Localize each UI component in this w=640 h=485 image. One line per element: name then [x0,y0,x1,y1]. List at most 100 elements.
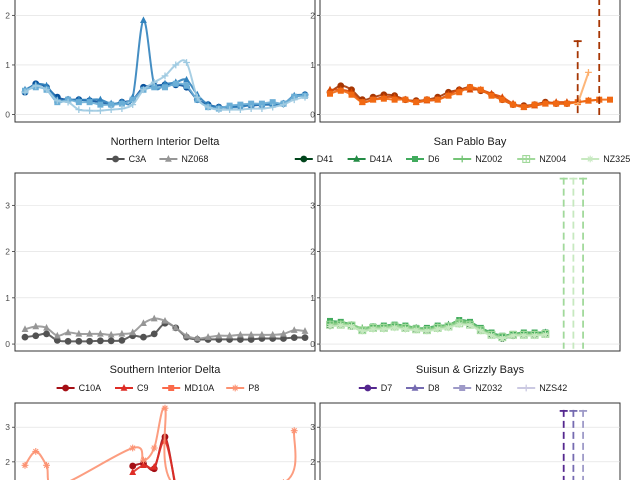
y-tick-label: 2 [310,457,315,467]
chart-panel: 0 1 2 3 San Pablo Bay D41 D41A D6 NZ002 NZ004 NZ32… [294,136,630,352]
data-point [161,404,169,412]
data-point [129,96,136,103]
legend: C3A NZ068 [106,154,208,164]
y-tick-label: 1 [5,293,10,303]
data-point [129,468,137,475]
data-point [337,87,344,94]
data-point [370,96,377,103]
legend-label: NZS42 [539,383,567,393]
legend-swatch-marker [364,384,372,392]
data-point [140,16,147,24]
data-point [520,332,528,340]
data-point [445,324,452,332]
data-point [43,330,50,338]
data-point [434,96,441,103]
data-point [585,97,592,104]
data-point [151,84,158,91]
data-point [161,72,169,80]
data-point [64,337,72,345]
panel-title: Southern Interior Delta [110,364,222,376]
y-tick-label: 1 [310,60,315,70]
data-point [359,99,366,106]
data-point [380,95,387,102]
legend-swatch-marker [300,155,308,163]
y-tick-label: 0 [310,339,315,349]
legend-label: NZ032 [475,383,502,393]
data-point [301,327,309,334]
data-point [327,90,333,97]
legend-label: D7 [381,383,393,393]
legend-swatch-marker [165,155,172,162]
data-point [129,101,137,109]
data-point [43,323,50,331]
data-point [107,106,115,113]
data-point [301,334,309,341]
data-point [226,102,233,109]
legend-swatch-marker [411,384,419,391]
data-point [248,100,255,107]
legend-label: NZ004 [539,154,566,164]
data-point [75,329,83,337]
data-point [498,335,506,342]
data-point [193,334,201,342]
panel-plot-area [21,314,309,345]
data-point [301,93,309,101]
data-point [509,332,517,340]
data-point [247,336,255,343]
data-point [118,329,126,337]
data-point [140,319,147,326]
data-point [412,326,420,334]
data-point [237,101,244,108]
panel-plot-area [559,409,588,485]
data-point [269,103,277,111]
y-tick-label: 0 [5,110,10,120]
chart-panel: 0 1 2 3 Northern Interior Delta C3A NZ068 [5,136,316,352]
data-point [129,444,137,452]
data-point [107,330,115,338]
legend-label: D41 [317,154,334,164]
data-point [64,328,72,336]
legend-label: D41A [370,154,393,164]
data-point [96,329,104,337]
data-point [434,325,442,333]
data-point [183,59,190,66]
data-point [75,337,83,345]
y-tick-label: 2 [5,457,10,467]
data-point [520,104,527,111]
data-point [86,107,94,114]
data-point [348,323,355,330]
y-tick-label: 2 [310,247,315,257]
data-point [183,75,190,83]
data-point [53,331,61,339]
legend: D7 D8 NZ032 NZS42 [358,383,567,393]
data-point [337,322,345,329]
y-tick-label: 2 [5,10,10,20]
data-point [204,103,212,111]
data-point [97,101,104,108]
panel-title: Suisun & Grizzly Bays [416,364,525,376]
data-point [467,84,473,91]
data-point [172,323,180,331]
legend-swatch-marker [586,155,594,163]
y-tick-label: 0 [5,339,10,349]
y-tick-label: 1 [310,293,315,303]
data-point [510,101,517,108]
data-point [215,106,223,113]
legend: C10A C9 MD10A P8 [56,383,259,393]
data-point [423,96,430,103]
data-point [269,330,277,338]
data-point [380,325,388,333]
data-point [236,336,244,343]
data-point [413,99,420,106]
data-point [477,86,484,93]
data-point [150,78,158,86]
legend-swatch-marker [412,156,418,162]
data-point [226,106,234,113]
data-point [86,329,94,337]
data-point [585,69,592,76]
panel-plot-area [326,0,613,118]
data-point [21,461,29,469]
legend: D41 D41A D6 NZ002 NZ004 NZ325 [294,154,630,164]
